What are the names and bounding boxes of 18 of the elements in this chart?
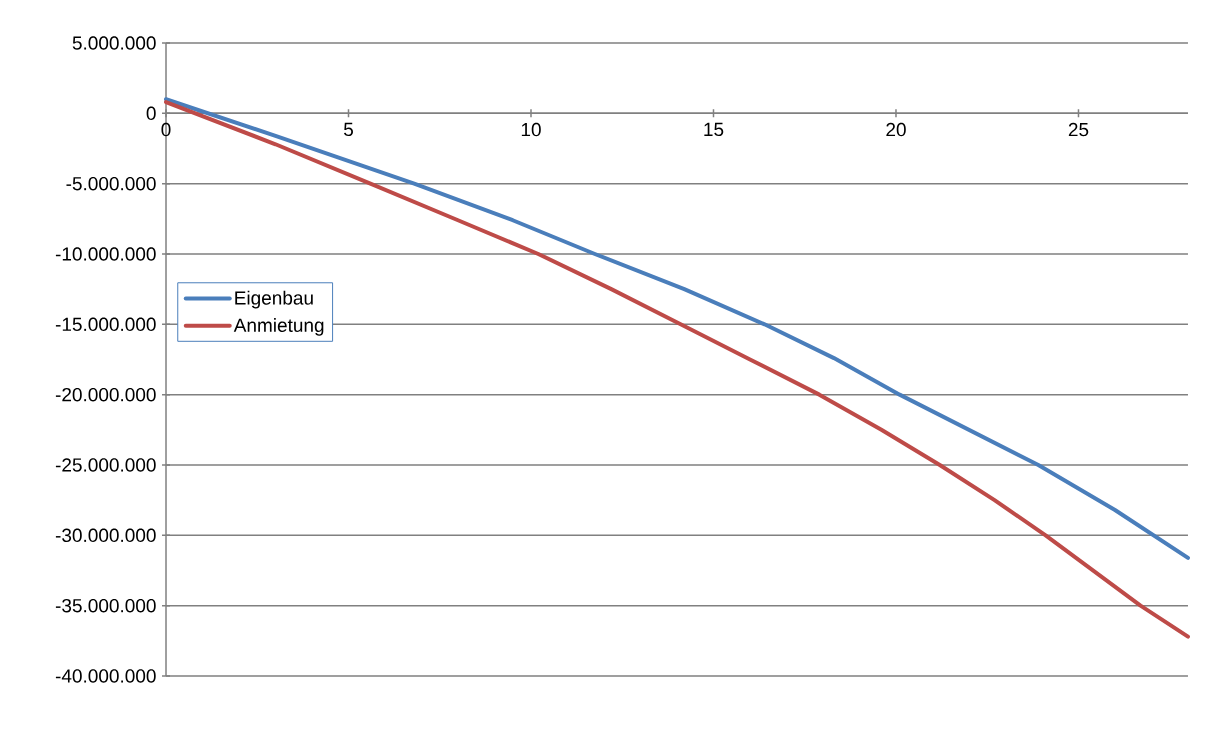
y-tick-label: -35.000.000 (55, 598, 156, 613)
y-tick-label: -15.000.000 (55, 317, 156, 332)
x-tick-label: 20 (886, 122, 906, 137)
x-tick-label: 5 (343, 122, 353, 137)
y-tick-label: -10.000.000 (55, 247, 156, 261)
y-tick-label: -30.000.000 (55, 528, 156, 543)
y-tick-label: -20.000.000 (55, 387, 156, 402)
y-tick-label: 0 (146, 106, 156, 121)
x-tick-label: 25 (1068, 122, 1089, 137)
legend-label: Anmietung (233, 318, 324, 336)
y-tick-label: -25.000.000 (55, 458, 156, 472)
legend-label: Eigenbau (235, 290, 313, 309)
y-tick-label: 5.000.000 (72, 36, 156, 50)
x-tick-label: 0 (161, 122, 171, 137)
x-tick-label: 10 (521, 122, 541, 137)
x-tick-label: 15 (704, 122, 724, 137)
y-tick-label: -40.000.000 (55, 669, 156, 683)
y-tick-label: -5.000.000 (66, 176, 156, 191)
